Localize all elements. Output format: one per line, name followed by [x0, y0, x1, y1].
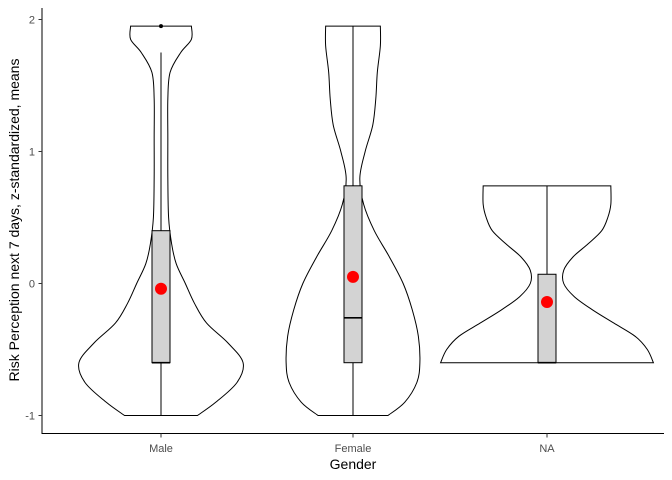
- y-tick-label: -1: [25, 411, 35, 423]
- y-tick-label: 0: [29, 279, 35, 291]
- violin-female: [285, 25, 421, 416]
- y-tick-label: 1: [29, 147, 35, 159]
- violin-group-female: [285, 25, 421, 416]
- y-tick-label: 2: [29, 15, 35, 27]
- violin-group-male: [78, 24, 244, 416]
- outlier-point-male: [159, 24, 163, 29]
- box-male: [151, 230, 171, 364]
- x-tick-label: NA: [539, 443, 555, 455]
- x-axis-ticks: Male Female NA: [149, 433, 555, 455]
- y-axis-ticks: -1 0 1 2: [25, 15, 42, 423]
- x-tick-label: Female: [335, 443, 372, 455]
- plot-area: [78, 24, 655, 416]
- mean-point-female: [347, 270, 359, 283]
- violin-male: [78, 25, 244, 416]
- violin-group-na: [439, 185, 655, 364]
- box-na: [537, 273, 557, 364]
- y-axis-title: Risk Perception next 7 days, z-standardi…: [6, 59, 22, 382]
- violin-na: [439, 185, 655, 364]
- x-tick-label: Male: [149, 443, 173, 455]
- x-axis-title: Gender: [330, 456, 377, 472]
- mean-point-male: [155, 282, 167, 295]
- mean-point-na: [541, 295, 553, 308]
